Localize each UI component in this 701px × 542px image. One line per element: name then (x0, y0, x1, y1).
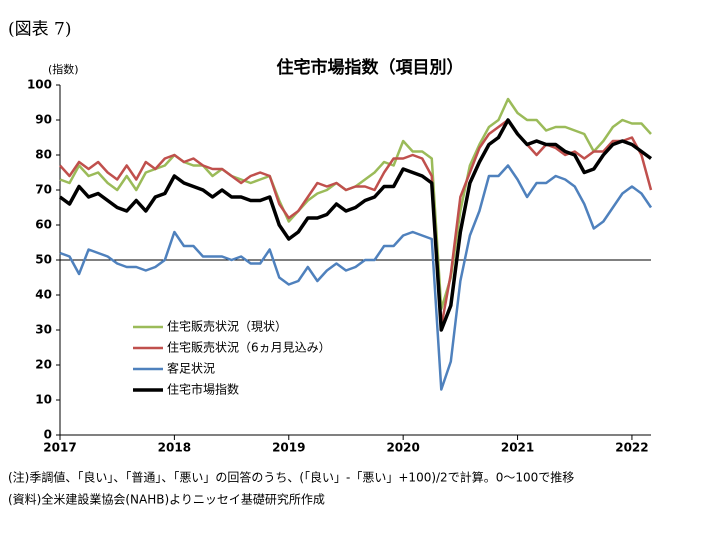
x-tick-label: 2022 (615, 441, 648, 455)
y-tick-label: 70 (35, 183, 52, 197)
y-tick-label: 10 (35, 393, 52, 407)
note: (注)季調値、「良い」、「普通」、「悪い」の回答のうち、(「良い」-「悪い」+1… (8, 470, 574, 485)
chart-title: 住宅市場指数（項目別） (277, 57, 464, 78)
legend-label: 客足状況 (167, 361, 215, 376)
y-tick-label: 50 (35, 253, 52, 267)
y-tick-label: 100 (27, 78, 52, 92)
y-axis-label: (指数) (48, 62, 79, 76)
line (59, 164, 653, 391)
x-tick-label: 2019 (272, 441, 305, 455)
legend-label: 住宅販売状況（6ヵ月見込み） (167, 340, 331, 355)
line (59, 118, 653, 328)
figure-label: (図表 7) (8, 20, 71, 40)
y-tick-label: 0 (44, 428, 52, 442)
y-tick-label: 90 (35, 113, 52, 127)
y-tick-label: 80 (35, 148, 52, 162)
line (58, 118, 653, 332)
y-tick-label: 40 (35, 288, 52, 302)
y-tick-label: 20 (35, 358, 52, 372)
x-tick-label: 2020 (386, 441, 419, 455)
x-tick-label: 2018 (158, 441, 191, 455)
y-tick-label: 30 (35, 323, 52, 337)
y-tick-label: 60 (35, 218, 52, 232)
legend-label: 住宅市場指数 (167, 382, 239, 397)
note: (資料)全米建設業協会(NAHB)よりニッセイ基礎研究所作成 (8, 492, 325, 507)
legend-label: 住宅販売状況（現状） (167, 319, 287, 334)
x-tick-label: 2017 (43, 441, 76, 455)
x-tick-label: 2021 (501, 441, 534, 455)
